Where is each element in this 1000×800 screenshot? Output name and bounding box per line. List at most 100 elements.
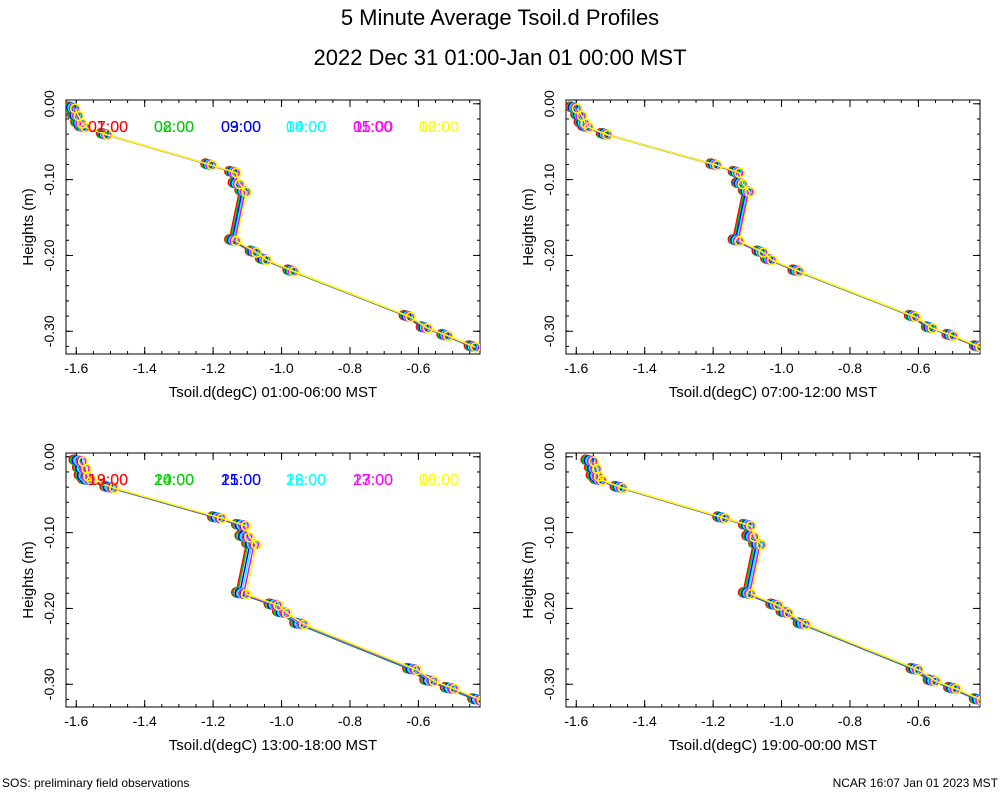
plot-frame bbox=[65, 99, 481, 355]
data-point bbox=[773, 600, 784, 611]
legend-label: 02:00 bbox=[154, 119, 194, 136]
footer-note: SOS: preliminary field observations bbox=[2, 776, 190, 790]
data-point bbox=[109, 482, 120, 494]
legend-label: 00:00 bbox=[419, 472, 459, 489]
x-axis-label: Tsoil.d(degC) 07:00-12:00 MST bbox=[669, 384, 877, 401]
data-point bbox=[720, 512, 731, 524]
y-axis-label: Heights (m) bbox=[20, 188, 37, 266]
data-point bbox=[240, 588, 252, 600]
data-point bbox=[734, 167, 745, 179]
data-point bbox=[273, 600, 284, 611]
data-point bbox=[766, 254, 778, 266]
y-tick-label: -0.30 bbox=[541, 668, 557, 700]
legend-label: 03:00 bbox=[221, 119, 261, 136]
legend-label: 08:00 bbox=[154, 119, 194, 136]
data-point bbox=[591, 463, 603, 475]
data-point bbox=[261, 254, 273, 266]
data-point bbox=[951, 683, 962, 695]
series-group bbox=[566, 101, 980, 353]
series-line-07:00 bbox=[569, 106, 975, 347]
legend-label: 16:00 bbox=[286, 472, 326, 489]
y-tick-label: 0.00 bbox=[541, 443, 557, 470]
x-tick-label: -1.2 bbox=[701, 360, 725, 376]
data-point bbox=[756, 539, 767, 551]
series-line-02:00 bbox=[69, 106, 471, 347]
chart-subtitle: 2022 Dec 31 01:00-Jan 01 00:00 MST bbox=[313, 45, 687, 70]
data-point bbox=[411, 664, 423, 676]
y-tick-label: -0.20 bbox=[41, 239, 57, 271]
series-line-05:00 bbox=[73, 107, 475, 348]
y-tick-label: -0.10 bbox=[541, 516, 557, 548]
legend-label: 13:00 bbox=[88, 472, 128, 489]
x-tick-label: -0.8 bbox=[838, 713, 862, 729]
data-point bbox=[913, 664, 925, 676]
data-point bbox=[930, 675, 942, 687]
x-tick-label: -0.6 bbox=[906, 360, 930, 376]
x-tick-label: -0.8 bbox=[338, 713, 362, 729]
data-point bbox=[745, 588, 757, 600]
legend-label: 05:00 bbox=[353, 119, 393, 136]
data-point bbox=[288, 266, 300, 277]
legend-label: 17:00 bbox=[353, 472, 393, 489]
data-point bbox=[794, 266, 805, 277]
series-line-04:00 bbox=[72, 107, 474, 348]
data-point bbox=[240, 520, 252, 532]
series-line-20:00 bbox=[586, 459, 976, 700]
data-point bbox=[976, 695, 980, 706]
y-tick-label: 0.00 bbox=[41, 90, 57, 117]
chart-panel-3: -1.6 -1.4 -1.2 -1.0 -0.8 -0.6 0.00 -0.10 -0.20 -0… bbox=[20, 443, 481, 754]
legend-label: 21:00 bbox=[221, 472, 261, 489]
x-tick-label: -1.0 bbox=[769, 360, 793, 376]
data-point bbox=[442, 330, 454, 342]
data-point bbox=[734, 235, 745, 247]
y-tick-label: -0.10 bbox=[41, 163, 57, 195]
data-point bbox=[449, 683, 461, 695]
x-tick-label: -1.6 bbox=[564, 713, 588, 729]
x-axis-label: Tsoil.d(degC) 01:00-06:00 MST bbox=[169, 384, 377, 401]
x-tick-label: -0.8 bbox=[838, 360, 862, 376]
legend-label: 15:00 bbox=[221, 472, 261, 489]
x-tick-label: -1.0 bbox=[769, 713, 793, 729]
y-axis-label: Heights (m) bbox=[520, 541, 537, 619]
legend-label: 19:00 bbox=[88, 472, 128, 489]
series-line-03:00 bbox=[70, 107, 472, 347]
series-line-12:00 bbox=[576, 108, 980, 348]
data-point bbox=[749, 531, 760, 543]
data-point bbox=[428, 675, 440, 687]
data-point bbox=[948, 330, 959, 342]
legend-label: 23:00 bbox=[353, 472, 393, 489]
y-tick-label: -0.20 bbox=[541, 239, 557, 271]
data-point bbox=[800, 619, 812, 630]
legend-label: 20:00 bbox=[154, 472, 194, 489]
x-tick-label: -1.0 bbox=[269, 713, 293, 729]
data-point bbox=[737, 179, 749, 190]
x-tick-label: -1.6 bbox=[64, 360, 88, 376]
series-line-21:00 bbox=[588, 460, 978, 700]
legend-label: 01:00 bbox=[88, 119, 128, 136]
data-point bbox=[583, 122, 595, 133]
data-point bbox=[206, 160, 218, 171]
x-tick-label: -1.0 bbox=[269, 360, 293, 376]
data-point bbox=[241, 186, 252, 198]
data-point bbox=[405, 311, 416, 323]
legend-label: 12:00 bbox=[419, 119, 459, 136]
series-line-22:00 bbox=[589, 460, 980, 701]
series-line-15:00 bbox=[76, 460, 476, 700]
x-tick-label: -0.6 bbox=[406, 713, 430, 729]
x-tick-label: -1.4 bbox=[633, 360, 657, 376]
chart-title: 5 Minute Average Tsoil.d Profiles bbox=[340, 5, 660, 30]
data-point bbox=[251, 247, 263, 258]
data-point bbox=[758, 247, 769, 258]
data-point bbox=[216, 512, 228, 524]
data-point bbox=[476, 695, 480, 706]
data-point bbox=[927, 322, 939, 334]
data-point bbox=[422, 322, 434, 334]
series-line-08:00 bbox=[571, 106, 976, 347]
data-point bbox=[711, 160, 723, 171]
data-point bbox=[783, 607, 795, 619]
y-tick-label: 0.00 bbox=[41, 443, 57, 470]
series-line-11:00 bbox=[575, 107, 980, 348]
y-tick-label: -0.30 bbox=[41, 668, 57, 700]
legend-label: 22:00 bbox=[286, 472, 326, 489]
series-line-16:00 bbox=[78, 460, 479, 701]
